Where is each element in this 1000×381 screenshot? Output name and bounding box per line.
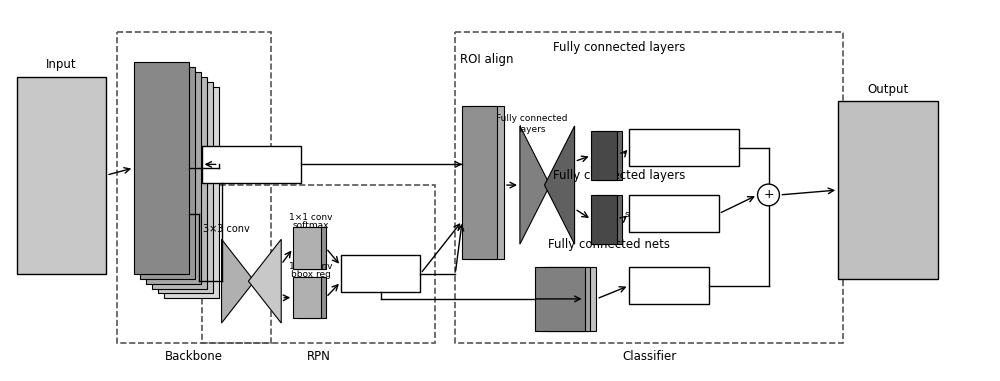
Text: Input: Input: [46, 58, 77, 71]
Bar: [134, 62, 189, 274]
Text: 1×1 conv: 1×1 conv: [289, 213, 333, 222]
Text: Fully connected
layers: Fully connected layers: [496, 114, 568, 134]
Bar: [535, 267, 585, 331]
Bar: [629, 129, 739, 166]
Bar: [341, 255, 420, 293]
Bar: [293, 277, 321, 318]
Bar: [541, 267, 590, 331]
Text: Backbone: Backbone: [165, 350, 223, 363]
Bar: [298, 227, 326, 269]
Bar: [596, 195, 622, 244]
Text: bbox reg: bbox reg: [634, 129, 674, 138]
Text: 3×3 conv: 3×3 conv: [203, 224, 250, 234]
Bar: [152, 77, 207, 288]
Polygon shape: [222, 239, 254, 323]
Bar: [629, 195, 719, 232]
Text: Fully connected nets: Fully connected nets: [548, 238, 670, 251]
Text: RPN: RPN: [307, 350, 330, 363]
Text: Output: Output: [867, 83, 908, 96]
Bar: [140, 67, 195, 279]
Bar: [591, 131, 617, 180]
Bar: [547, 267, 596, 331]
Polygon shape: [248, 239, 281, 323]
Bar: [293, 227, 321, 269]
Text: bbox reg: bbox reg: [291, 270, 331, 279]
Text: ROI align: ROI align: [460, 53, 514, 66]
Text: Proposals: Proposals: [357, 269, 404, 279]
Bar: [469, 106, 504, 259]
Text: Fully connected layers: Fully connected layers: [553, 41, 686, 54]
Bar: [146, 72, 201, 283]
Bar: [462, 106, 497, 259]
Text: Mask: Mask: [656, 280, 682, 291]
Text: +: +: [763, 189, 774, 202]
Text: Classifier: Classifier: [622, 350, 676, 363]
Bar: [629, 267, 709, 304]
Polygon shape: [545, 126, 575, 244]
Text: Feature maps: Feature maps: [218, 159, 285, 170]
Bar: [298, 277, 326, 318]
Bar: [17, 77, 106, 274]
Text: 1×1 conv: 1×1 conv: [289, 263, 333, 271]
Text: Coordinates: Coordinates: [655, 142, 713, 153]
Text: Category: Category: [652, 209, 696, 219]
Bar: [838, 101, 938, 279]
Bar: [455, 32, 843, 343]
Bar: [158, 82, 213, 293]
Circle shape: [758, 184, 779, 206]
Bar: [202, 185, 435, 343]
Polygon shape: [520, 126, 550, 244]
Bar: [596, 131, 622, 180]
Text: softmax: softmax: [624, 210, 661, 219]
Bar: [591, 195, 617, 244]
Text: softmax: softmax: [293, 221, 329, 230]
Bar: [117, 32, 271, 343]
Bar: [202, 146, 301, 183]
Text: Fully connected layers: Fully connected layers: [553, 169, 686, 182]
Bar: [164, 86, 219, 298]
